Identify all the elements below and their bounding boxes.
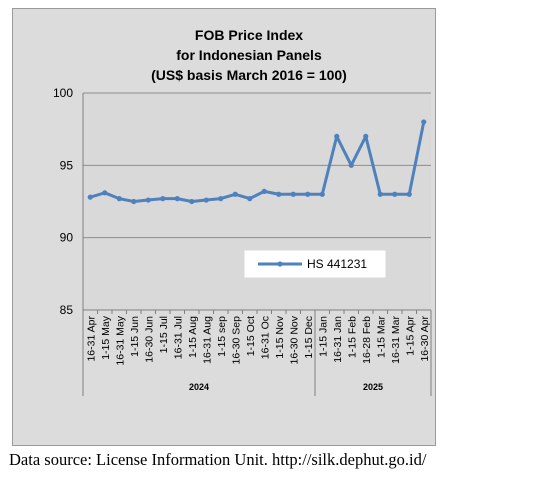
x-tick-label: 1-15 Dec [303,316,315,359]
x-tick-label: 16-30 Nov [288,315,300,364]
x-tick-label: 1-15 sep [216,316,228,357]
data-point [160,196,166,202]
y-tick-label: 85 [60,303,74,317]
x-tick-label: 16-28 Feb [361,316,373,364]
x-tick-label: 16-31 Aug [201,316,213,364]
x-tick-label: 16-30 Jun [143,316,155,363]
x-tick-label: 1-15 Feb [346,316,358,358]
x-tick-label: 16-31 May [114,315,126,365]
x-axis-tick-labels: 16-31 Apr 1-15 May 16-31 May 1-15 Jun 16-30 … [85,315,431,365]
x-tick-label: 1-15 Jan [317,316,329,357]
x-tick-label: 1-15 May [100,315,112,360]
x-tick-label: 1-15 Jun [129,316,141,357]
x-tick-label: 16-31 Jul [172,316,184,359]
year-label: 2025 [363,382,383,392]
data-point [189,198,195,205]
x-tick-label: 16-31 Mar [390,316,402,364]
chart-title: FOB Price Index for Indonesian Panels (US$… [151,27,347,83]
data-point [305,191,311,197]
data-point [145,197,151,203]
x-tick-label: 1-15 Nov [274,315,286,358]
data-series [87,119,427,205]
x-tick-label: 16-31 Jan [332,316,344,363]
data-point [87,194,93,200]
data-point [131,198,137,205]
data-point [218,196,224,202]
x-tick-label: 16-30 Apr [419,316,431,362]
data-point [116,196,122,202]
data-point [203,197,209,203]
data-point [247,196,253,202]
y-tick-label: 90 [60,231,74,245]
data-point [406,191,412,197]
legend-swatch-marker [277,261,283,267]
chart-title-line: for Indonesian Panels [176,47,322,63]
x-tick-label: 16-31 Oc [259,316,271,359]
data-point [232,191,238,197]
source-note: Data source: License Information Unit. h… [9,450,427,469]
data-point [290,191,296,197]
y-axis-ticks: 85 90 95 100 [53,86,73,317]
data-point [363,133,369,139]
line-chart: FOB Price Index for Indonesian Panels (US$… [53,27,432,396]
data-point [319,191,325,197]
data-point [174,196,180,202]
legend-label: HS 441231 [307,257,367,271]
data-point [348,162,354,168]
x-tick-label: 1-15 Aug [187,316,199,358]
data-point [102,190,108,196]
data-point [377,191,383,197]
x-tick-label: 1-15 Apr [404,316,416,356]
data-point [392,191,398,197]
chart-title-line: FOB Price Index [195,27,303,43]
data-point [421,119,427,125]
legend: HS 441231 [244,250,386,278]
y-tick-label: 95 [60,158,74,172]
x-tick-label: 1-15 Jul [158,316,170,353]
x-tick-label: 16-31 Apr [85,316,97,362]
x-tick-label: 1-15 Oct [245,316,257,356]
x-tick-label: 16-30 Sep [230,316,242,365]
x-tick-label: 1-15 Mar [375,315,387,358]
year-label: 2024 [189,382,209,392]
data-point [261,188,267,194]
x-axis-year-groups: 2024 2025 [82,310,432,396]
data-point [276,191,282,197]
chart-title-line: (US$ basis March 2016 = 100) [151,67,347,83]
data-point [334,133,340,139]
y-tick-label: 100 [53,86,73,100]
